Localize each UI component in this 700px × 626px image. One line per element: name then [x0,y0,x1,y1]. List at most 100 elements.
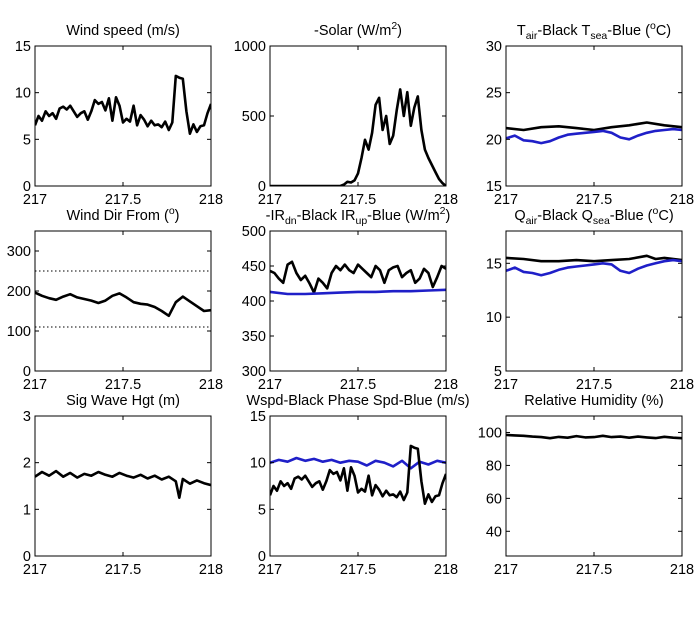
series-line [35,291,211,318]
series-line [506,258,682,277]
subplot-4: 217 217.5 218 0 100 200 300 Wind Dir From (o) [7,205,223,393]
y-tick-label: 0 [23,179,31,195]
plot-frame [505,45,683,187]
y-tick-label: 15 [15,39,31,55]
x-tick-label: 217.5 [105,377,141,393]
y-tick-label: 1000 [234,39,266,55]
y-tick-label: 450 [242,259,266,275]
series-line [270,288,446,296]
plot-frame [269,230,447,372]
y-tick-label: 0 [258,179,266,195]
x-tick-label: 217.5 [576,377,612,393]
subplot-title: Wspd-Black Phase Spd-Blue (m/s) [246,393,469,409]
y-tick-label: 5 [494,364,502,380]
x-tick-label: 217 [494,192,518,208]
y-tick-label: 10 [15,86,31,102]
x-tick-label: 217.5 [576,192,612,208]
y-tick-label: 300 [7,244,31,260]
plot-frame [269,415,447,557]
x-tick-label: 217 [258,562,282,578]
x-tick-label: 217 [494,562,518,578]
y-tick-label: 0 [23,364,31,380]
plot-frame [34,230,212,372]
subplot-3: 217 217.5 218 15 20 25 30 Tair-Black Tsea-Blue … [486,20,694,208]
x-tick-label: 217 [494,377,518,393]
series-line [506,254,682,263]
subplot-7: 217 217.5 218 0 1 2 3 Sig Wave Hgt (m) [23,393,223,578]
subplot-title: Wind speed (m/s) [66,23,180,39]
y-tick-label: 10 [250,456,266,472]
y-tick-label: 15 [250,409,266,425]
x-tick-label: 217 [23,562,47,578]
y-tick-label: 400 [242,294,266,310]
y-tick-label: 30 [486,39,502,55]
y-tick-label: 0 [23,549,31,565]
series-line [270,260,446,294]
x-tick-label: 217 [23,192,47,208]
x-tick-label: 217.5 [340,377,376,393]
y-tick-label: 500 [242,224,266,240]
y-tick-label: 5 [23,132,31,148]
x-tick-label: 218 [199,192,223,208]
y-tick-label: 80 [486,458,502,474]
series-line [506,127,682,145]
x-tick-label: 217 [23,377,47,393]
series-line [35,74,211,135]
y-tick-label: 200 [7,284,31,300]
y-tick-label: 500 [242,109,266,125]
x-tick-label: 217.5 [340,192,376,208]
y-tick-label: 15 [486,179,502,195]
subplot-title: Wind Dir From (o) [67,205,180,224]
series-line [270,444,446,506]
y-tick-label: 3 [23,409,31,425]
x-tick-label: 217 [258,377,282,393]
x-tick-label: 218 [670,377,694,393]
y-tick-label: 20 [486,132,502,148]
y-tick-label: 40 [486,524,502,540]
subplot-title: Qair-Black Qsea-Blue (oC) [514,205,673,227]
y-tick-label: 100 [7,324,31,340]
subplot-2: 217 217.5 218 0 500 1000 -Solar (W/m2) [234,20,458,208]
x-tick-label: 218 [670,192,694,208]
subplot-1: 217 217.5 218 0 5 10 15 Wind speed (m/s) [15,23,223,208]
series-line [506,121,682,132]
x-tick-label: 218 [199,562,223,578]
series-line [506,433,682,440]
plot-frame [34,415,212,557]
y-tick-label: 350 [242,329,266,345]
y-tick-label: 1 [23,502,31,518]
y-tick-label: 15 [486,256,502,272]
subplot-title: -Solar (W/m2) [314,20,402,39]
y-tick-label: 5 [258,502,266,518]
subplot-title: Sig Wave Hgt (m) [66,393,180,409]
y-tick-label: 2 [23,456,31,472]
y-tick-label: 100 [478,425,502,441]
x-tick-label: 218 [434,192,458,208]
plot-frame [505,230,683,372]
x-tick-label: 218 [670,562,694,578]
subplot-title: Tair-Black Tsea-Blue (oC) [517,20,671,42]
subplot-title: -IRdn-Black IRup-Blue (W/m2) [266,205,451,227]
x-tick-label: 218 [434,377,458,393]
x-tick-label: 217.5 [105,192,141,208]
y-tick-label: 25 [486,86,502,102]
x-tick-label: 217 [258,192,282,208]
y-tick-label: 300 [242,364,266,380]
x-tick-label: 217.5 [576,562,612,578]
x-tick-label: 218 [434,562,458,578]
series-line [35,469,211,500]
x-tick-label: 217.5 [105,562,141,578]
x-tick-label: 218 [199,377,223,393]
series-line [270,456,446,470]
subplot-6: 217 217.5 218 5 10 15 Qair-Black Qsea-Blue (oC… [486,205,694,393]
y-tick-label: 0 [258,549,266,565]
x-tick-label: 217.5 [340,562,376,578]
subplot-title: Relative Humidity (%) [524,393,663,409]
y-tick-label: 10 [486,310,502,326]
subplot-5: 217 217.5 218 300 350 400 450 500-IRdn-Black IR… [242,205,458,393]
y-tick-label: 60 [486,491,502,507]
series-line [270,88,446,186]
plot-frame [34,45,212,187]
